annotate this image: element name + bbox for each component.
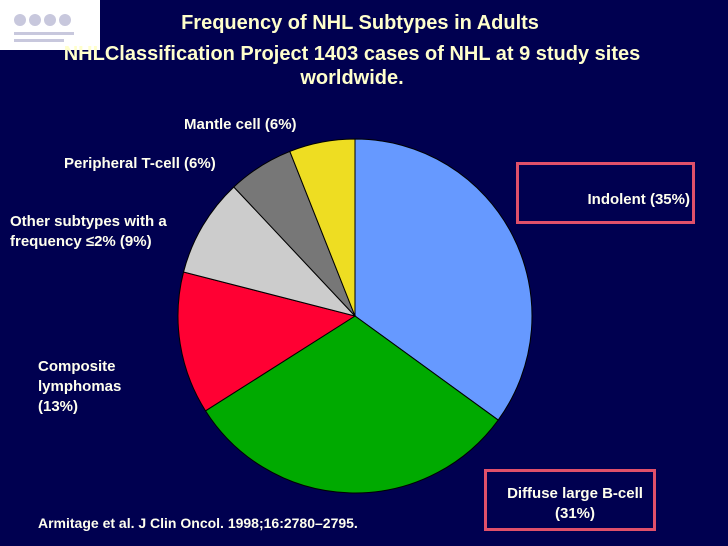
slice-label: Composite lymphomas (13%) xyxy=(38,358,122,415)
source: Armitage et al. J Clin Oncol. 1998;16:27… xyxy=(38,515,358,531)
slice-label: Other subtypes with a frequency ≤2% (9%) xyxy=(10,213,167,250)
slice-label: Mantle cell (6%) xyxy=(184,116,297,133)
pie-slice xyxy=(177,271,357,412)
pie-slice xyxy=(289,138,356,317)
pie-slice xyxy=(354,138,533,421)
slice-label: Peripheral T-cell (6%) xyxy=(64,155,216,172)
highlight-box xyxy=(516,162,695,224)
chart-subtitle: NHLClassification Project 1403 cases of … xyxy=(63,43,641,89)
logo xyxy=(0,0,100,50)
highlight-box xyxy=(484,469,656,531)
slice-label: Indolent (35%) xyxy=(587,191,690,208)
pie-slice xyxy=(204,315,499,494)
chart-title: Frequency of NHL Subtypes in Adults xyxy=(181,12,539,34)
pie-slice xyxy=(182,186,357,317)
slice-label: Diffuse large B-cell (31%) xyxy=(507,485,643,522)
